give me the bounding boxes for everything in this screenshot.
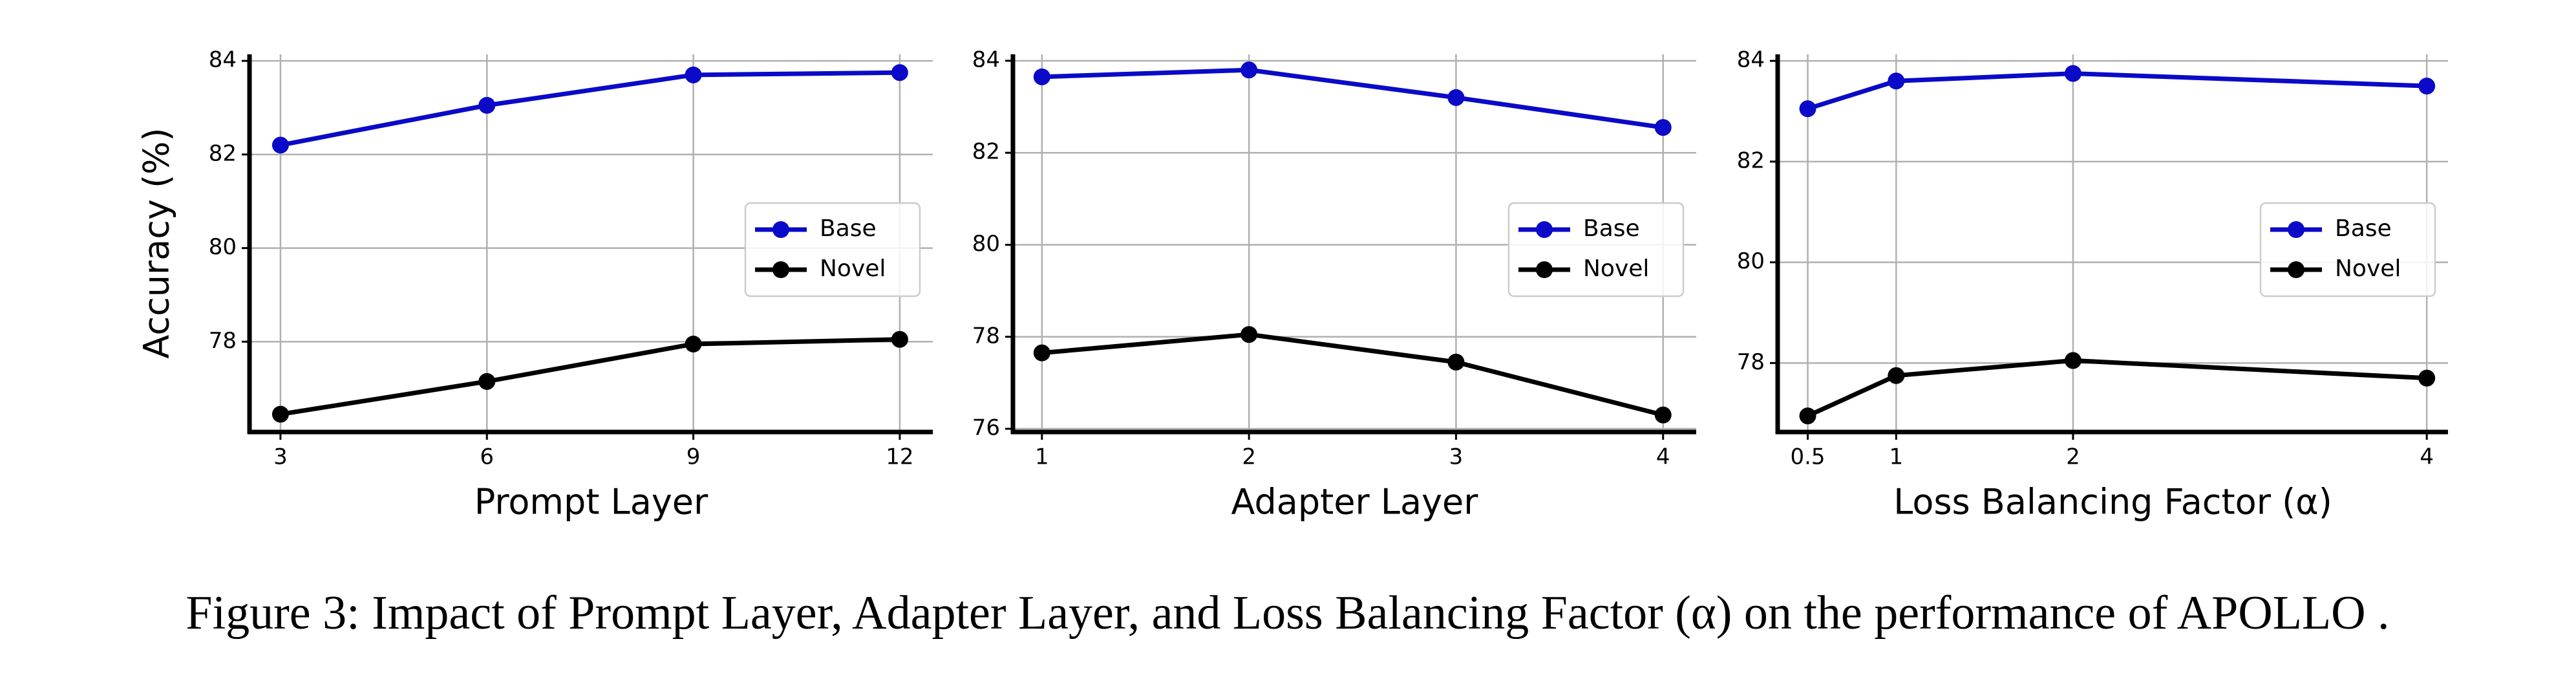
legend-label: Novel	[2335, 255, 2401, 282]
x-tick-label: 1	[1889, 444, 1904, 470]
y-tick-label: 80	[209, 234, 237, 260]
data-point	[271, 405, 289, 423]
y-tick-label: 76	[972, 415, 1000, 441]
y-tick-label: 84	[1737, 47, 1765, 73]
data-point	[1799, 407, 1816, 425]
y-tick-label: 84	[209, 47, 237, 73]
data-point	[685, 335, 702, 352]
y-tick-label: 78	[209, 328, 237, 354]
series-line	[1807, 71, 2427, 111]
data-point	[2064, 65, 2081, 82]
y-tick-label: 78	[972, 323, 1000, 349]
legend-marker	[772, 221, 789, 238]
data-point	[1447, 353, 1465, 371]
x-tick-label: 4	[1656, 444, 1670, 470]
data-point	[891, 330, 908, 348]
data-point	[478, 96, 496, 114]
y-tick-label: 80	[1737, 248, 1765, 274]
x-tick-label: 0.5	[1790, 444, 1825, 470]
data-point	[1888, 72, 1905, 90]
y-tick-label: 82	[1737, 147, 1765, 173]
y-tick-label: 80	[972, 231, 1000, 257]
series-line	[1041, 67, 1664, 130]
x-tick-label: 3	[1449, 444, 1464, 470]
y-tick-label: 82	[972, 139, 1000, 165]
data-point	[1447, 89, 1465, 106]
data-point	[1654, 119, 1672, 136]
x-tick-label: 3	[273, 444, 288, 470]
y-tick-label: 78	[1737, 349, 1765, 375]
x-tick-label: 1	[1035, 444, 1049, 470]
data-point	[2064, 352, 2081, 369]
series-line	[1041, 332, 1664, 418]
legend-marker	[1536, 221, 1553, 238]
data-point	[1033, 344, 1050, 362]
caption: Figure 3: Impact of Prompt Layer, Adapte…	[186, 587, 2389, 640]
legend-box	[1507, 202, 1685, 297]
legend-marker	[2288, 221, 2305, 238]
series-line	[280, 70, 900, 147]
series-line	[280, 337, 900, 416]
series-line	[1807, 358, 2427, 418]
legend-marker	[1536, 261, 1553, 278]
data-point	[685, 66, 702, 83]
x-tick-label: 12	[886, 444, 913, 470]
x-tick-label: 2	[1242, 444, 1256, 470]
data-point	[1033, 68, 1050, 85]
x-tick-label: 6	[480, 444, 494, 470]
data-point	[2418, 369, 2436, 387]
data-point	[478, 373, 496, 390]
y-axis-label: Accuracy (%)	[136, 127, 177, 358]
data-point	[2418, 78, 2436, 95]
legend-label: Novel	[1583, 255, 1649, 282]
legend-box	[744, 202, 921, 297]
y-tick-label: 82	[209, 140, 237, 166]
x-tick-label: 4	[2420, 444, 2434, 470]
legend-box	[2259, 202, 2436, 297]
legend-label: Base	[820, 215, 877, 242]
x-axis-label: Adapter Layer	[1231, 482, 1479, 523]
data-point	[1888, 367, 1905, 384]
x-axis-label: Prompt Layer	[474, 482, 708, 523]
data-point	[1799, 100, 1816, 118]
legend-marker	[772, 261, 789, 278]
data-point	[1654, 406, 1672, 424]
data-point	[271, 136, 289, 154]
data-point	[891, 64, 908, 81]
x-tick-label: 2	[2066, 444, 2080, 470]
legend-marker	[2288, 261, 2305, 278]
y-tick-label: 84	[972, 47, 1000, 72]
data-point	[1240, 61, 1258, 79]
data-point	[1240, 326, 1258, 343]
legend-label: Base	[2335, 215, 2392, 242]
legend-label: Base	[1583, 215, 1640, 242]
x-axis-label: Loss Balancing Factor (α)	[1893, 482, 2332, 523]
x-tick-label: 9	[687, 444, 701, 470]
legend-label: Novel	[820, 255, 886, 282]
